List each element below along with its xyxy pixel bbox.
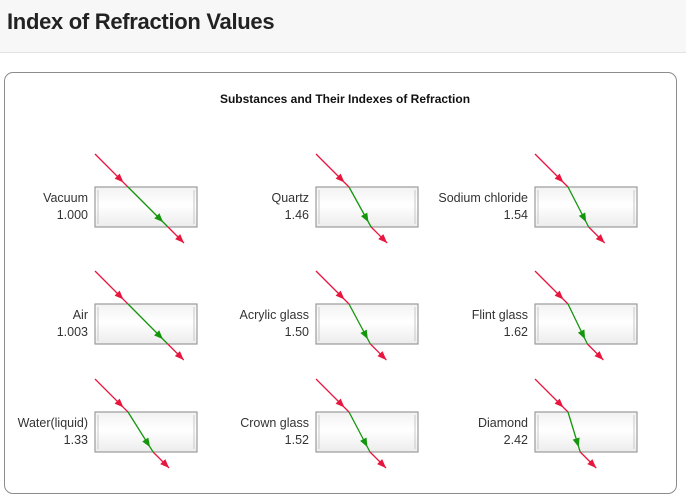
refraction-index: 1.62 bbox=[504, 325, 528, 339]
material-block bbox=[94, 411, 198, 453]
refraction-index: 1.46 bbox=[285, 208, 309, 222]
page-title: Index of Refraction Values bbox=[7, 9, 275, 34]
refracted-arrowhead bbox=[360, 212, 369, 223]
substance-name: Diamond bbox=[478, 416, 528, 430]
refraction-index: 1.52 bbox=[285, 433, 309, 447]
substance-cell: Acrylic glass 1.50 bbox=[240, 270, 419, 361]
emergent-arrowhead bbox=[595, 234, 605, 243]
material-block bbox=[94, 303, 198, 345]
substance-cell: Crown glass 1.52 bbox=[240, 378, 419, 469]
substance-name: Quartz bbox=[271, 191, 309, 205]
incident-arrowhead bbox=[114, 398, 124, 408]
emergent-arrowhead bbox=[377, 459, 387, 468]
incident-arrowhead bbox=[335, 173, 345, 183]
refraction-index: 1.003 bbox=[57, 325, 88, 339]
refracted-arrowhead bbox=[142, 437, 151, 448]
refracted-arrowhead bbox=[154, 213, 164, 223]
incident-arrowhead bbox=[335, 290, 345, 300]
refraction-index: 1.33 bbox=[64, 433, 88, 447]
emergent-arrowhead bbox=[175, 234, 184, 243]
emergent-arrowhead bbox=[174, 351, 184, 360]
substance-name: Flint glass bbox=[472, 308, 528, 322]
incident-arrowhead bbox=[335, 398, 345, 408]
substance-name: Crown glass bbox=[240, 416, 309, 430]
refraction-index: 1.54 bbox=[504, 208, 528, 222]
substance-cell: Vacuum 1.000 bbox=[43, 153, 198, 244]
refracted-arrowhead bbox=[154, 330, 163, 340]
refracted-arrowhead bbox=[360, 329, 368, 340]
substance-name: Air bbox=[73, 308, 88, 322]
incident-arrowhead bbox=[554, 290, 564, 300]
emergent-arrowhead bbox=[377, 351, 387, 360]
substance-name: Water(liquid) bbox=[18, 416, 88, 430]
substance-name: Sodium chloride bbox=[438, 191, 528, 205]
substance-cell: Quartz 1.46 bbox=[271, 153, 419, 244]
refraction-index: 2.42 bbox=[504, 433, 528, 447]
header-bar: Index of Refraction Values bbox=[0, 0, 686, 53]
incident-arrowhead bbox=[554, 398, 564, 408]
emergent-arrowhead bbox=[160, 459, 170, 468]
material-block bbox=[315, 186, 419, 228]
material-block bbox=[534, 411, 638, 453]
substance-cell: Sodium chloride 1.54 bbox=[438, 153, 638, 244]
refracted-arrowhead bbox=[577, 329, 586, 340]
material-block bbox=[94, 186, 198, 228]
incident-arrowhead bbox=[114, 290, 124, 300]
incident-arrowhead bbox=[114, 173, 124, 183]
refracted-arrowhead bbox=[572, 437, 580, 448]
refraction-index: 1.50 bbox=[285, 325, 309, 339]
refracted-arrowhead bbox=[360, 437, 368, 448]
substance-cell: Water(liquid) 1.33 bbox=[18, 378, 198, 469]
material-block bbox=[534, 303, 638, 345]
substance-name: Vacuum bbox=[43, 191, 88, 205]
refracted-arrowhead bbox=[578, 212, 587, 223]
incident-arrowhead bbox=[554, 173, 564, 183]
substance-cell: Flint glass 1.62 bbox=[472, 270, 638, 361]
refraction-index: 1.000 bbox=[57, 208, 88, 222]
diagram-title: Substances and Their Indexes of Refracti… bbox=[219, 92, 471, 106]
substance-cell: Air 1.003 bbox=[57, 270, 198, 361]
emergent-arrowhead bbox=[587, 459, 597, 468]
substance-cell: Diamond 2.42 bbox=[478, 378, 638, 469]
emergent-arrowhead bbox=[378, 234, 388, 243]
emergent-arrowhead bbox=[594, 351, 604, 360]
substance-name: Acrylic glass bbox=[240, 308, 309, 322]
